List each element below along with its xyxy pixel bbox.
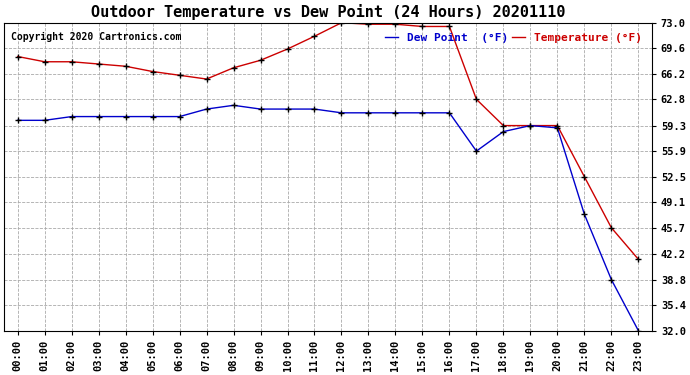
Temperature (°F) xyxy=(634,257,642,261)
Dew Point  (°F) xyxy=(526,123,535,128)
Temperature (°F) xyxy=(337,21,346,25)
Temperature (°F) xyxy=(229,66,237,70)
Dew Point  (°F) xyxy=(445,111,453,115)
Dew Point  (°F) xyxy=(202,107,210,111)
Dew Point  (°F) xyxy=(121,114,130,119)
Dew Point  (°F) xyxy=(310,107,319,111)
Title: Outdoor Temperature vs Dew Point (24 Hours) 20201110: Outdoor Temperature vs Dew Point (24 Hou… xyxy=(91,4,565,20)
Dew Point  (°F) xyxy=(337,111,346,115)
Dew Point  (°F) xyxy=(553,126,562,130)
Text: Copyright 2020 Cartronics.com: Copyright 2020 Cartronics.com xyxy=(10,32,181,42)
Dew Point  (°F) xyxy=(14,118,22,123)
Temperature (°F) xyxy=(175,73,184,78)
Temperature (°F) xyxy=(364,22,373,27)
Dew Point  (°F) xyxy=(634,328,642,333)
Dew Point  (°F) xyxy=(580,212,589,216)
Dew Point  (°F) xyxy=(391,111,400,115)
Dew Point  (°F) xyxy=(175,114,184,119)
Temperature (°F) xyxy=(607,225,615,230)
Temperature (°F) xyxy=(68,60,76,64)
Temperature (°F) xyxy=(202,77,210,81)
Temperature (°F) xyxy=(310,34,319,39)
Temperature (°F) xyxy=(445,24,453,29)
Temperature (°F) xyxy=(148,69,157,74)
Dew Point  (°F) xyxy=(95,114,103,119)
Dew Point  (°F) xyxy=(472,149,480,153)
Temperature (°F) xyxy=(418,24,426,29)
Dew Point  (°F) xyxy=(68,114,76,119)
Temperature (°F) xyxy=(553,123,562,128)
Temperature (°F) xyxy=(41,60,49,64)
Dew Point  (°F) xyxy=(500,129,508,134)
Temperature (°F) xyxy=(472,97,480,102)
Line: Temperature (°F): Temperature (°F) xyxy=(15,20,641,262)
Temperature (°F) xyxy=(257,58,265,63)
Dew Point  (°F) xyxy=(284,107,292,111)
Line: Dew Point  (°F): Dew Point (°F) xyxy=(15,102,641,333)
Legend: Dew Point  (°F), Temperature (°F): Dew Point (°F), Temperature (°F) xyxy=(380,28,647,47)
Dew Point  (°F) xyxy=(257,107,265,111)
Temperature (°F) xyxy=(391,22,400,27)
Dew Point  (°F) xyxy=(364,111,373,115)
Dew Point  (°F) xyxy=(229,103,237,108)
Dew Point  (°F) xyxy=(148,114,157,119)
Temperature (°F) xyxy=(121,64,130,69)
Temperature (°F) xyxy=(580,174,589,179)
Temperature (°F) xyxy=(500,123,508,128)
Temperature (°F) xyxy=(14,54,22,59)
Dew Point  (°F) xyxy=(41,118,49,123)
Temperature (°F) xyxy=(95,62,103,66)
Dew Point  (°F) xyxy=(418,111,426,115)
Dew Point  (°F) xyxy=(607,277,615,282)
Temperature (°F) xyxy=(526,123,535,128)
Temperature (°F) xyxy=(284,47,292,51)
